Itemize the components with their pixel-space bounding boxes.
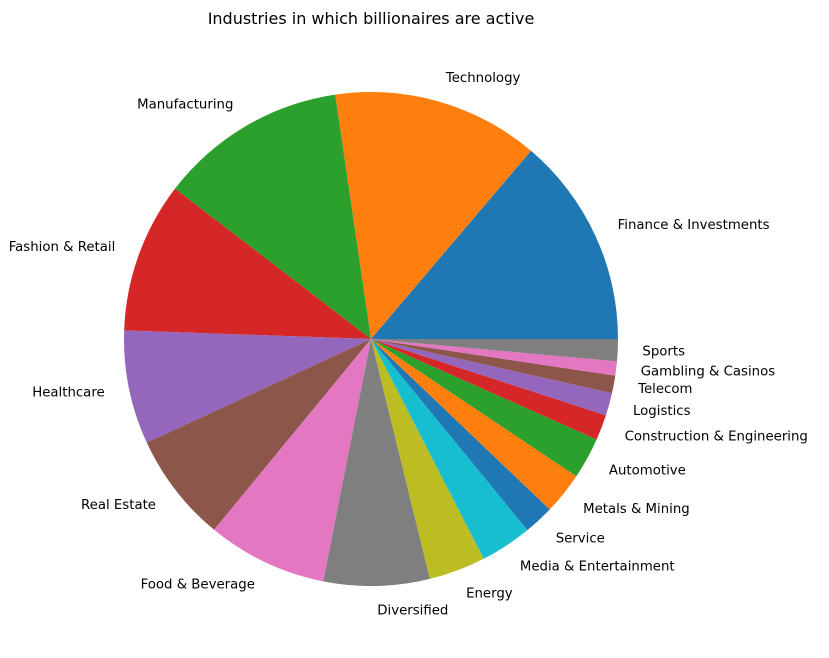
pie-label-fashion-and-retail: Fashion & Retail <box>9 240 116 255</box>
pie-label-food-and-beverage: Food & Beverage <box>141 578 255 593</box>
pie-slice-automotive <box>371 339 597 477</box>
pie-label-construction-and-engineering: Construction & Engineering <box>625 429 808 444</box>
pie-slice-construction-and-engineering <box>371 339 606 440</box>
pie-label-media-and-entertainment: Media & Entertainment <box>520 559 675 574</box>
pie-slice-gambling-and-casinos <box>371 339 617 376</box>
pie-label-diversified: Diversified <box>377 604 448 619</box>
pie-label-service: Service <box>556 531 605 546</box>
pie-label-logistics: Logistics <box>633 404 691 419</box>
pie-label-metals-and-mining: Metals & Mining <box>583 502 690 517</box>
pie-slice-energy <box>371 339 484 579</box>
pie-slice-telecom <box>371 339 616 394</box>
pie-slice-healthcare <box>124 330 372 443</box>
pie-slice-manufacturing <box>175 94 371 339</box>
pie-slice-real-estate <box>146 339 371 530</box>
pie-slices <box>124 92 618 586</box>
pie-slice-service <box>371 339 550 531</box>
pie-label-automotive: Automotive <box>609 463 686 478</box>
pie-slice-food-and-beverage <box>214 339 371 582</box>
pie-label-manufacturing: Manufacturing <box>137 98 233 113</box>
pie-label-technology: Technology <box>445 71 521 86</box>
chart-title: Industries in which billionaires are act… <box>208 9 535 28</box>
pie-label-telecom: Telecom <box>637 382 692 397</box>
pie-slice-media-and-entertainment <box>371 339 528 559</box>
pie-label-gambling-and-casinos: Gambling & Casinos <box>641 365 776 380</box>
pie-label-energy: Energy <box>466 587 513 602</box>
pie-label-sports: Sports <box>642 344 685 359</box>
pie-label-healthcare: Healthcare <box>32 386 104 401</box>
pie-slice-sports <box>371 339 618 362</box>
pie-slice-diversified <box>323 339 430 586</box>
pie-slice-logistics <box>371 339 612 416</box>
pie-label-finance-and-investments: Finance & Investments <box>618 218 770 233</box>
pie-slice-finance-and-investments <box>371 150 618 339</box>
pie-slice-fashion-and-retail <box>124 188 371 339</box>
pie-label-real-estate: Real Estate <box>81 498 156 513</box>
pie-labels: Finance & Investments Technology Manufactu… <box>9 71 808 619</box>
pie-slice-technology <box>335 92 531 340</box>
pie-slice-metals-and-mining <box>371 339 577 510</box>
